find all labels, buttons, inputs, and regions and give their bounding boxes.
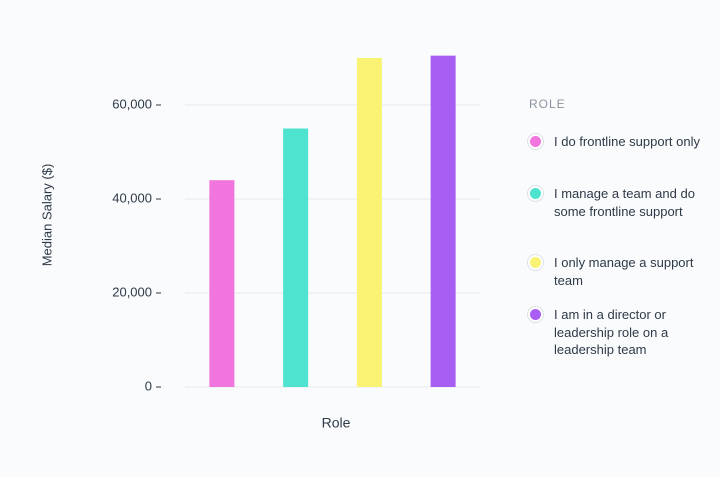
legend-item: I do frontline support only xyxy=(530,133,705,151)
legend-marker xyxy=(530,188,541,199)
bar xyxy=(209,180,235,387)
y-tick-label: 0 xyxy=(145,378,152,393)
bar xyxy=(356,58,382,387)
legend-label: I am in a director or leadership role on… xyxy=(554,307,669,357)
legend-item: I am in a director or leadership role on… xyxy=(530,306,705,359)
y-tick-label: 40,000 xyxy=(112,190,152,205)
legend-label: I only manage a support team xyxy=(554,255,694,288)
legend-item: I manage a team and do some frontline su… xyxy=(530,185,705,220)
bar xyxy=(283,128,309,387)
legend-marker xyxy=(530,309,541,320)
legend-title: ROLE xyxy=(529,97,566,111)
y-axis-label: Median Salary ($) xyxy=(39,164,54,267)
legend-marker xyxy=(530,136,541,147)
y-tick-label: 20,000 xyxy=(112,284,152,299)
x-axis-label: Role xyxy=(322,415,351,431)
y-tick-label: 60,000 xyxy=(112,96,152,111)
legend-item: I only manage a support team xyxy=(530,254,705,289)
legend-label: I do frontline support only xyxy=(554,134,700,149)
legend-marker xyxy=(530,257,541,268)
legend-label: I manage a team and do some frontline su… xyxy=(554,186,695,219)
bar xyxy=(430,55,456,388)
